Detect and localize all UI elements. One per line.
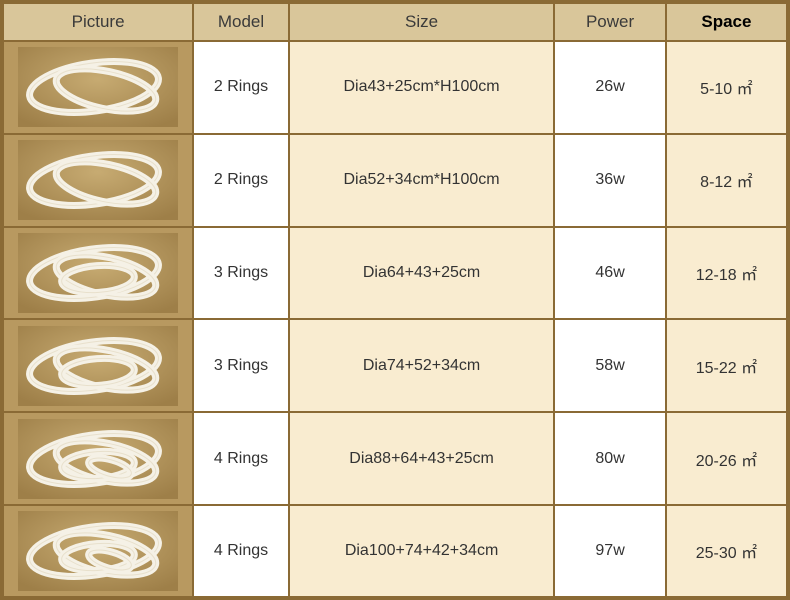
picture-cell (2, 227, 193, 320)
size-cell: Dia64+43+25cm (289, 227, 555, 320)
ring-light-icon (18, 511, 178, 591)
model-cell: 3 Rings (193, 319, 289, 412)
space-cell: 12-18 ㎡ (666, 227, 788, 320)
picture-cell (2, 412, 193, 505)
ring-light-icon (18, 140, 178, 220)
space-cell: 5-10 ㎡ (666, 41, 788, 134)
table-row: 3 Rings Dia64+43+25cm 46w 12-18 ㎡ (2, 227, 788, 320)
picture-cell (2, 41, 193, 134)
power-cell: 58w (554, 319, 666, 412)
model-cell: 2 Rings (193, 41, 289, 134)
header-model: Model (193, 2, 289, 41)
model-cell: 3 Rings (193, 227, 289, 320)
table-row: 2 Rings Dia43+25cm*H100cm 26w 5-10 ㎡ (2, 41, 788, 134)
size-cell: Dia100+74+42+34cm (289, 505, 555, 598)
space-cell: 20-26 ㎡ (666, 412, 788, 505)
table-body: 2 Rings Dia43+25cm*H100cm 26w 5-10 ㎡ 2 R… (2, 41, 788, 598)
table-row: 2 Rings Dia52+34cm*H100cm 36w 8-12 ㎡ (2, 134, 788, 227)
model-cell: 2 Rings (193, 134, 289, 227)
ring-light-icon (18, 47, 178, 127)
ring-light-icon (18, 326, 178, 406)
model-cell: 4 Rings (193, 412, 289, 505)
size-cell: Dia52+34cm*H100cm (289, 134, 555, 227)
space-cell: 15-22 ㎡ (666, 319, 788, 412)
size-cell: Dia88+64+43+25cm (289, 412, 555, 505)
power-cell: 80w (554, 412, 666, 505)
header-size: Size (289, 2, 555, 41)
size-cell: Dia74+52+34cm (289, 319, 555, 412)
table-header-row: Picture Model Size Power Space (2, 2, 788, 41)
table-row: 3 Rings Dia74+52+34cm 58w 15-22 ㎡ (2, 319, 788, 412)
ring-light-icon (18, 419, 178, 499)
power-cell: 46w (554, 227, 666, 320)
power-cell: 97w (554, 505, 666, 598)
header-picture: Picture (2, 2, 193, 41)
power-cell: 36w (554, 134, 666, 227)
header-space: Space (666, 2, 788, 41)
size-cell: Dia43+25cm*H100cm (289, 41, 555, 134)
picture-cell (2, 134, 193, 227)
product-spec-table: Picture Model Size Power Space 2 Rings D… (0, 0, 790, 600)
picture-cell (2, 505, 193, 598)
model-cell: 4 Rings (193, 505, 289, 598)
power-cell: 26w (554, 41, 666, 134)
header-power: Power (554, 2, 666, 41)
table-row: 4 Rings Dia100+74+42+34cm 97w 25-30 ㎡ (2, 505, 788, 598)
space-cell: 8-12 ㎡ (666, 134, 788, 227)
table-row: 4 Rings Dia88+64+43+25cm 80w 20-26 ㎡ (2, 412, 788, 505)
picture-cell (2, 319, 193, 412)
ring-light-icon (18, 233, 178, 313)
space-cell: 25-30 ㎡ (666, 505, 788, 598)
